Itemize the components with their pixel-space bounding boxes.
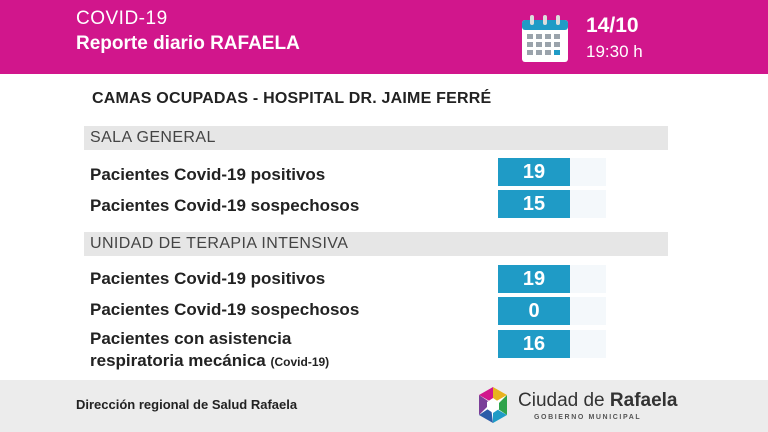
value-box-shadow — [570, 297, 606, 325]
value-uti-sospechosos: 0 — [498, 297, 570, 325]
row-label-asistencia-line2: respiratoria mecánica (Covid-19) — [90, 351, 329, 371]
report-time: 19:30 h — [586, 42, 643, 61]
row-label-uti-sospechosos: Pacientes Covid-19 sospechosos — [90, 300, 360, 319]
row-label-asistencia-note: (Covid-19) — [270, 355, 330, 369]
section-sala-general: SALA GENERAL — [84, 126, 668, 150]
section-label: UNIDAD DE TERAPIA INTENSIVA — [90, 235, 349, 252]
value-box-shadow — [570, 158, 606, 186]
row-label-asistencia-text: respiratoria mecánica — [90, 351, 266, 370]
logo-name: Ciudad de Rafaela — [518, 390, 678, 412]
logo-name-bold: Rafaela — [609, 390, 678, 411]
footer-credit: Dirección regional de Salud Rafaela — [76, 397, 298, 412]
value-uti-positivos: 19 — [498, 265, 570, 293]
row-label-asistencia-line1: Pacientes con asistencia — [90, 329, 292, 348]
page-title: CAMAS OCUPADAS - HOSPITAL DR. JAIME FERR… — [92, 90, 492, 107]
logo-subtitle: GOBIERNO MUNICIPAL — [534, 414, 642, 421]
value-box-shadow — [570, 330, 606, 358]
logo-name-regular: Ciudad de — [518, 390, 605, 411]
value-general-positivos: 19 — [498, 158, 570, 186]
city-logo-icon — [479, 387, 507, 423]
value-asistencia-respiratoria: 16 — [498, 330, 570, 358]
header-report-title: Reporte diario RAFAELA — [76, 33, 300, 54]
header-banner: COVID-19 Reporte diario RAFAELA 14/10 19… — [0, 0, 768, 74]
section-terapia-intensiva: UNIDAD DE TERAPIA INTENSIVA — [84, 232, 668, 256]
header-topic: COVID-19 — [76, 8, 168, 29]
footer: Dirección regional de Salud Rafaela Ciud… — [0, 380, 768, 432]
value-box-shadow — [570, 265, 606, 293]
row-label-uti-positivos: Pacientes Covid-19 positivos — [90, 269, 326, 288]
calendar-icon — [522, 15, 568, 62]
row-label-general-positivos: Pacientes Covid-19 positivos — [90, 165, 326, 184]
report-date: 14/10 — [586, 14, 639, 37]
value-box-shadow — [570, 190, 606, 218]
row-label-general-sospechosos: Pacientes Covid-19 sospechosos — [90, 196, 360, 215]
section-label: SALA GENERAL — [90, 129, 216, 146]
value-general-sospechosos: 15 — [498, 190, 570, 218]
